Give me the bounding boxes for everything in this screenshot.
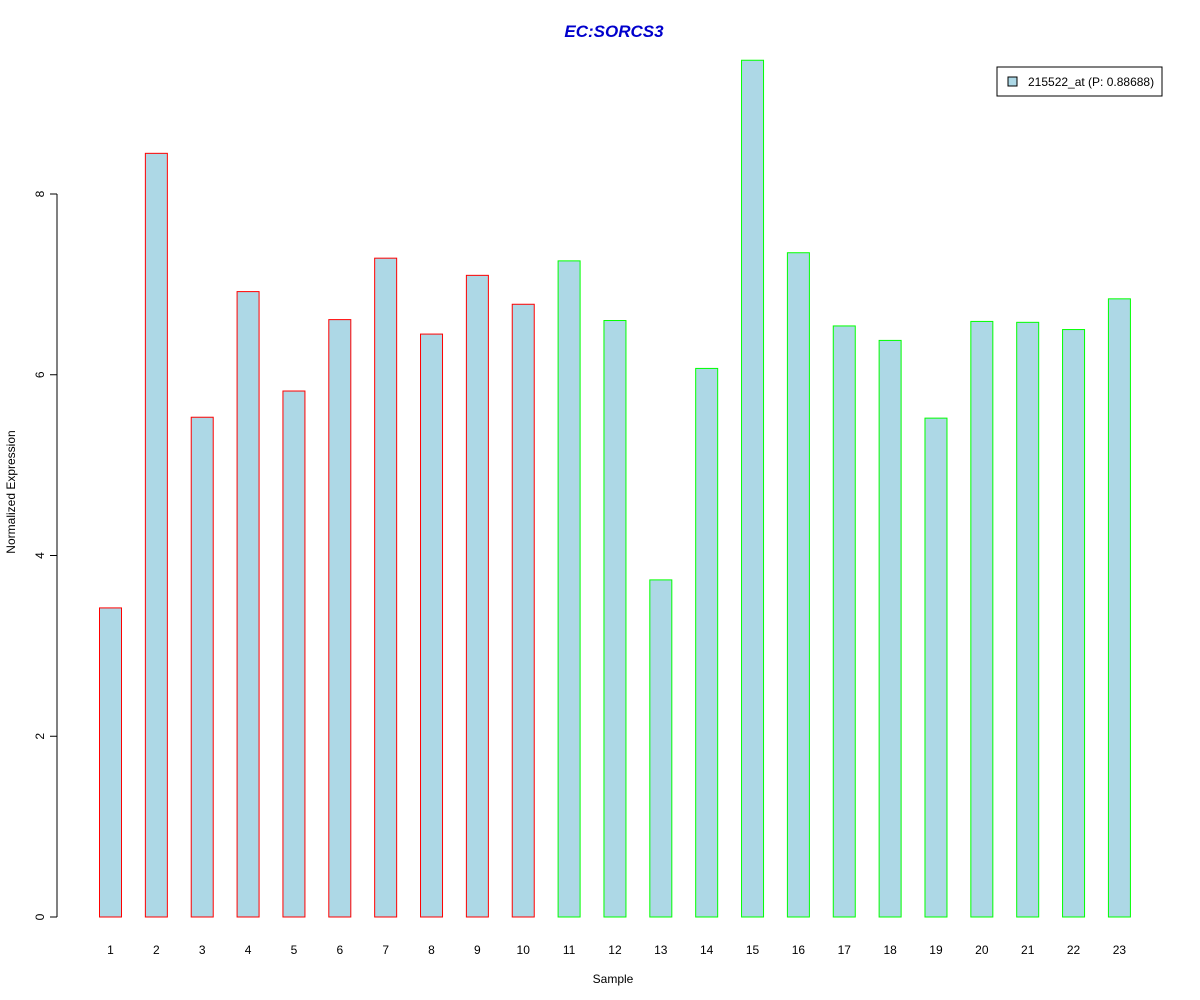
x-tick-label: 15 (746, 943, 760, 957)
y-tick-label: 8 (33, 190, 47, 197)
bar-sample-9 (465, 274, 489, 918)
x-tick-label: 4 (245, 943, 252, 957)
x-tick-label: 6 (336, 943, 343, 957)
bars (99, 59, 1131, 918)
bar-sample-8 (420, 333, 444, 918)
x-tick-label: 22 (1067, 943, 1081, 957)
x-tick-label: 20 (975, 943, 989, 957)
y-axis-label: Normalized Expression (4, 430, 18, 553)
bar-sample-1 (99, 607, 122, 918)
bar-sample-2 (144, 152, 168, 918)
x-tick-label: 18 (883, 943, 897, 957)
x-tick-label: 21 (1021, 943, 1035, 957)
bar-sample-17 (832, 325, 856, 918)
x-tick-label: 5 (291, 943, 298, 957)
bar-sample-23 (1107, 298, 1131, 918)
legend-box (996, 66, 1163, 97)
legend-swatch (1007, 76, 1018, 87)
bar-sample-13 (649, 579, 673, 918)
x-tick-label: 23 (1113, 943, 1127, 957)
x-tick-label: 1 (107, 943, 114, 957)
x-tick-label: 12 (608, 943, 622, 957)
bar-sample-7 (374, 257, 398, 918)
chart-title: EC:SORCS3 (564, 22, 664, 41)
x-tick-labels: 1 2 3 4 5 6 7 8 9 10 11 12 13 14 15 16 17 18 19 20 21 22 23 (107, 943, 1126, 957)
bar-sample-11 (557, 260, 581, 918)
bar-sample-19 (924, 417, 948, 918)
bar-sample-20 (970, 320, 994, 918)
x-axis-label: Sample (593, 972, 634, 986)
x-tick-label: 17 (838, 943, 852, 957)
y-tick-label: 2 (33, 733, 47, 740)
bar-sample-4 (236, 291, 260, 918)
x-tick-label: 11 (563, 943, 576, 957)
bar-sample-22 (1062, 329, 1086, 918)
x-tick-label: 2 (153, 943, 160, 957)
x-tick-label: 19 (929, 943, 943, 957)
legend-label: 215522_at (P: 0.88688) (1028, 75, 1154, 89)
bar-sample-5 (282, 390, 306, 918)
x-tick-label: 13 (654, 943, 668, 957)
x-tick-label: 10 (517, 943, 531, 957)
bar-sample-16 (786, 252, 810, 918)
x-tick-label: 16 (792, 943, 806, 957)
bar-sample-12 (603, 320, 627, 918)
bar-sample-3 (190, 416, 214, 918)
bar-sample-14 (695, 367, 719, 918)
x-tick-label: 14 (700, 943, 714, 957)
y-tick-label: 4 (33, 552, 47, 559)
bar-sample-15 (741, 59, 765, 918)
x-tick-label: 3 (199, 943, 206, 957)
y-axis: 0 2 4 6 8 (33, 190, 58, 920)
bar-sample-10 (511, 303, 535, 918)
x-tick-label: 7 (382, 943, 389, 957)
x-tick-label: 8 (428, 943, 435, 957)
bar-sample-6 (328, 319, 352, 918)
y-tick-label: 0 (33, 913, 47, 920)
bar-sample-21 (1016, 321, 1040, 918)
y-tick-label: 6 (33, 371, 47, 378)
legend: 215522_at (P: 0.88688) (996, 66, 1163, 97)
bar-sample-18 (878, 339, 902, 918)
x-tick-label: 9 (474, 943, 481, 957)
